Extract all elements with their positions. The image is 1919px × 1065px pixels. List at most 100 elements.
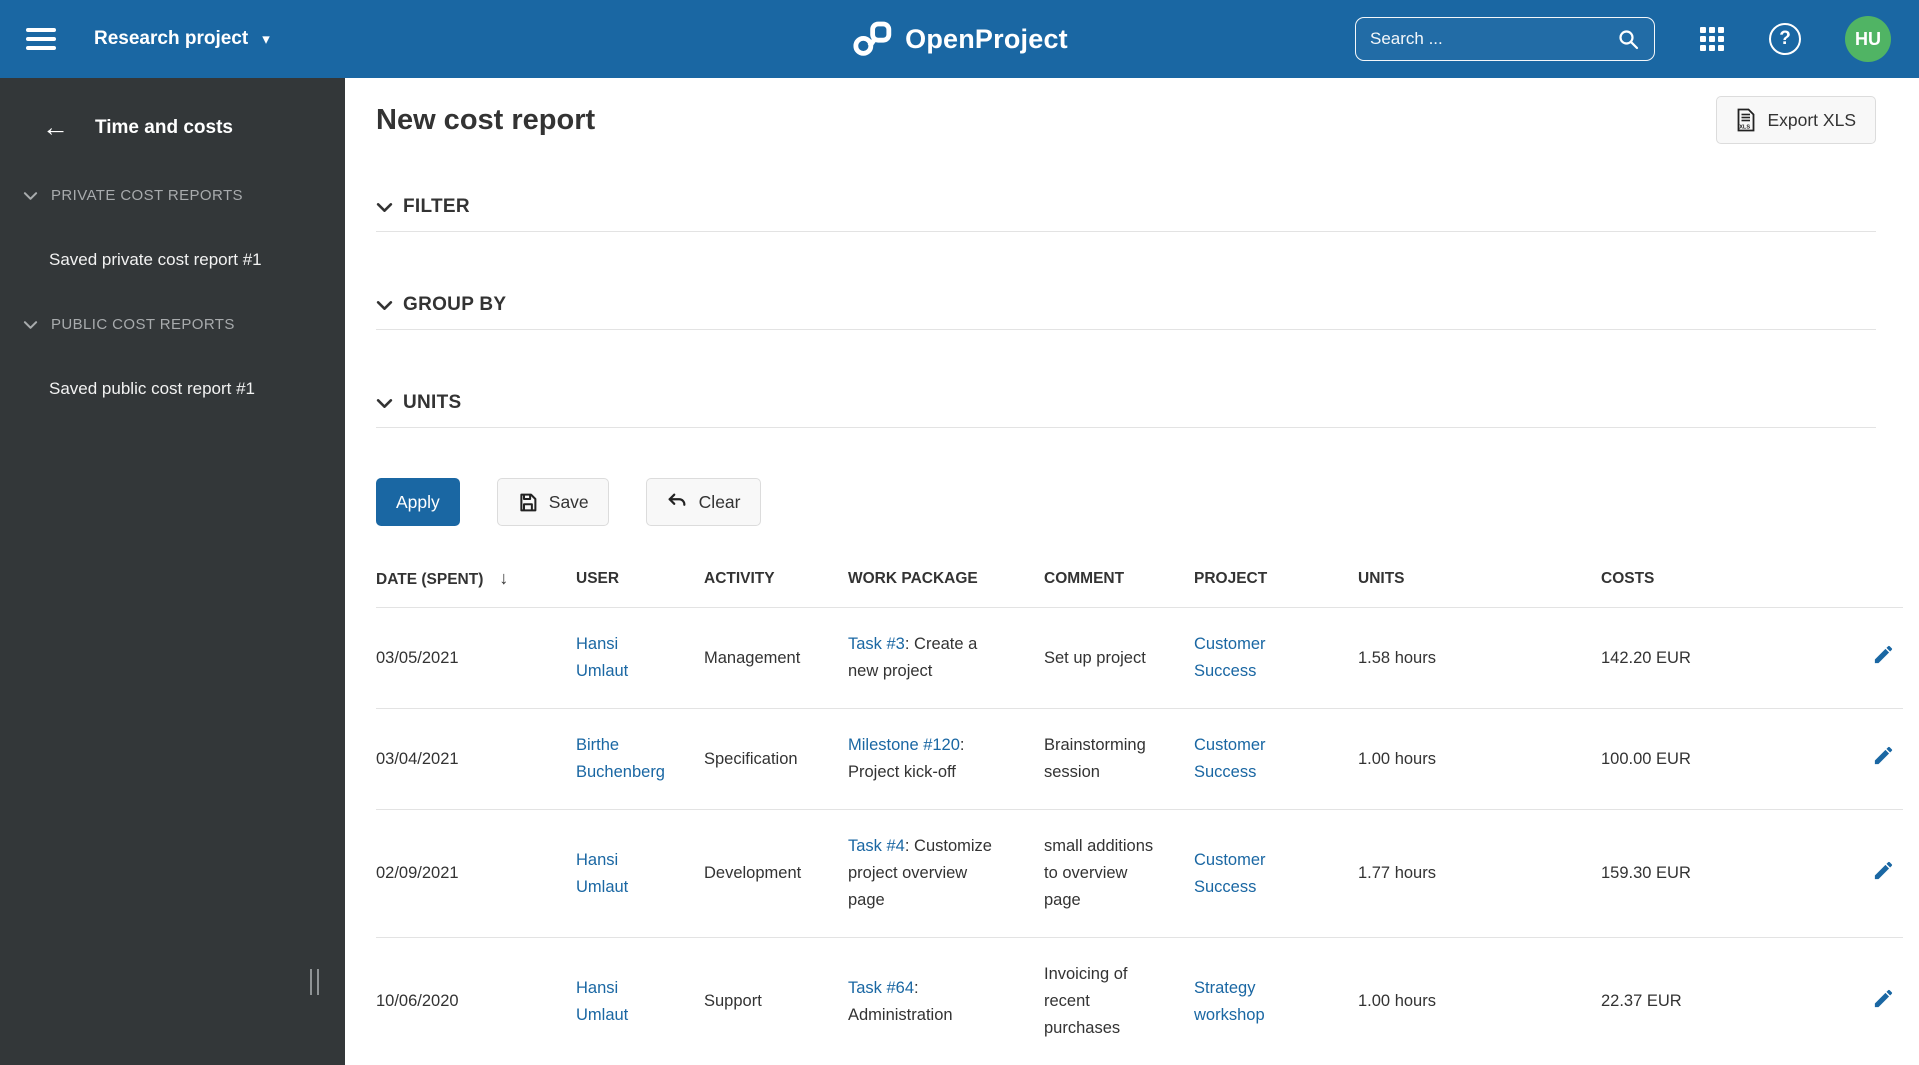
hamburger-menu-icon[interactable] [26,28,56,50]
work-package-text: : Project kick-off [848,736,965,782]
cell-work-package: Task #3: Create a new project [848,607,1044,710]
export-xls-label: Export XLS [1767,109,1856,130]
column-header-label: UNITS [1358,569,1405,587]
sidebar-section: PUBLIC COST REPORTS [0,316,345,333]
sidebar-header: ← Time and costs [0,114,345,141]
sidebar-section-label: PRIVATE COST REPORTS [51,187,243,204]
column-header-label: COMMENT [1044,569,1125,587]
back-arrow-icon[interactable]: ← [42,112,69,142]
column-header-label: USER [576,569,620,587]
user-link[interactable]: Hansi Umlaut [576,850,629,896]
panel-divider [376,427,1876,428]
sidebar-item-saved-report[interactable]: Saved public cost report #1 [49,379,256,398]
cell-activity: Specification [704,708,848,811]
sidebar-resize-handle[interactable] [310,969,319,995]
column-header-project[interactable]: PROJECT [1194,542,1358,608]
project-link[interactable]: Customer Success [1194,850,1266,896]
sidebar-item-saved-report[interactable]: Saved private cost report #1 [49,250,262,269]
user-link[interactable]: Birthe Buchenberg [576,736,665,782]
table-body: 03/05/2021 Hansi Umlaut Management Task #3:… [376,607,1903,1065]
project-link[interactable]: Strategy workshop [1194,978,1265,1024]
cell-units: 1.00 hours [1358,708,1601,811]
work-package-link[interactable]: Milestone #120 [848,736,960,755]
help-glyph: ? [1779,28,1791,49]
cell-project: Customer Success [1194,607,1358,710]
edit-entry-button[interactable] [1870,742,1897,772]
panel-toggle[interactable]: GROUP BY [376,294,1876,316]
user-link[interactable]: Hansi Umlaut [576,635,629,681]
cell-date: 03/05/2021 [376,607,576,710]
column-header-units[interactable]: UNITS [1358,542,1601,608]
export-xls-button[interactable]: XLS Export XLS [1716,96,1876,144]
save-floppy-icon [520,493,537,511]
sidebar-section-label: PUBLIC COST REPORTS [51,316,235,333]
sort-descending-icon: ↓ [499,568,509,588]
work-package-link[interactable]: Task #4 [848,837,905,856]
cost-report-table: DATE (SPENT) ↓ USER ACTIVITY WORK PACKAGE COM… [376,542,1903,1065]
cell-comment: Brainstorming session [1044,708,1194,811]
user-link[interactable]: Hansi Umlaut [576,978,629,1024]
sidebar-section-toggle[interactable]: PRIVATE COST REPORTS [0,187,345,204]
cell-costs: 22.37 EUR [1601,937,1853,1065]
column-header-wp[interactable]: WORK PACKAGE [848,542,1044,608]
edit-entry-button[interactable] [1870,641,1897,671]
cell-project: Customer Success [1194,708,1358,811]
openproject-logo[interactable]: OpenProject [851,21,1068,57]
panel-units: UNITS [376,392,1876,428]
cell-costs: 159.30 EUR [1601,809,1853,939]
undo-icon [668,493,686,506]
project-link[interactable]: Customer Success [1194,635,1266,681]
edit-entry-button[interactable] [1870,985,1897,1015]
panel-toggle[interactable]: UNITS [376,392,1876,414]
clear-label: Clear [698,491,741,512]
logo-text: OpenProject [905,23,1068,54]
help-icon[interactable]: ? [1769,23,1801,55]
chevron-down-icon [23,191,38,200]
cell-date: 03/04/2021 [376,708,576,811]
edit-pencil-icon [1874,645,1893,664]
edit-entry-button[interactable] [1870,857,1897,887]
cell-costs: 100.00 EUR [1601,708,1853,811]
sidebar: ← Time and costs PRIVATE COST REPORTS Sa… [0,78,345,1065]
sidebar-title: Time and costs [95,116,233,138]
avatar-initials: HU [1855,28,1881,49]
apply-button[interactable]: Apply [376,478,460,526]
table-row: 10/06/2020 Hansi Umlaut Support Task #64: A… [376,937,1903,1065]
clear-button[interactable]: Clear [645,478,761,526]
project-link[interactable]: Customer Success [1194,736,1266,782]
cell-actions [1853,708,1903,811]
work-package-text: : Administration [848,978,953,1024]
column-header-comment[interactable]: COMMENT [1044,542,1194,608]
search-icon[interactable] [1616,27,1640,51]
apps-grid-icon[interactable] [1699,26,1725,52]
column-header-date[interactable]: DATE (SPENT) ↓ [376,542,576,608]
column-header-label: COSTS [1601,569,1655,587]
table-row: 03/05/2021 Hansi Umlaut Management Task #3:… [376,607,1903,710]
column-header-actions [1853,542,1903,608]
topbar-right: ? HU [1355,16,1891,62]
sidebar-section-toggle[interactable]: PUBLIC COST REPORTS [0,316,345,333]
user-avatar[interactable]: HU [1845,16,1891,62]
panel-toggle[interactable]: FILTER [376,196,1876,218]
cell-actions [1853,937,1903,1065]
column-header-user[interactable]: USER [576,542,704,608]
report-toolbar: Apply Save Clear [376,478,1876,526]
panel-label: UNITS [403,392,462,413]
topbar: Research project ▾ OpenProject [0,0,1919,78]
chevron-down-icon [376,398,393,408]
work-package-text: : Create a new project [848,635,978,681]
project-switcher[interactable]: Research project ▾ [94,28,270,50]
cell-actions [1853,809,1903,939]
search-input[interactable] [1370,29,1616,49]
table-header-row: DATE (SPENT) ↓ USER ACTIVITY WORK PACKAGE COM… [376,542,1903,608]
column-header-activity[interactable]: ACTIVITY [704,542,848,608]
table-row: 03/04/2021 Birthe Buchenberg Specification… [376,708,1903,811]
cell-work-package: Milestone #120: Project kick-off [848,708,1044,811]
save-button[interactable]: Save [496,478,609,526]
cell-comment: small additions to overview page [1044,809,1194,939]
work-package-link[interactable]: Task #64 [848,978,915,997]
work-package-link[interactable]: Task #3 [848,635,905,653]
edit-pencil-icon [1874,989,1893,1007]
column-header-costs[interactable]: COSTS [1601,542,1853,608]
cell-activity: Development [704,809,848,939]
